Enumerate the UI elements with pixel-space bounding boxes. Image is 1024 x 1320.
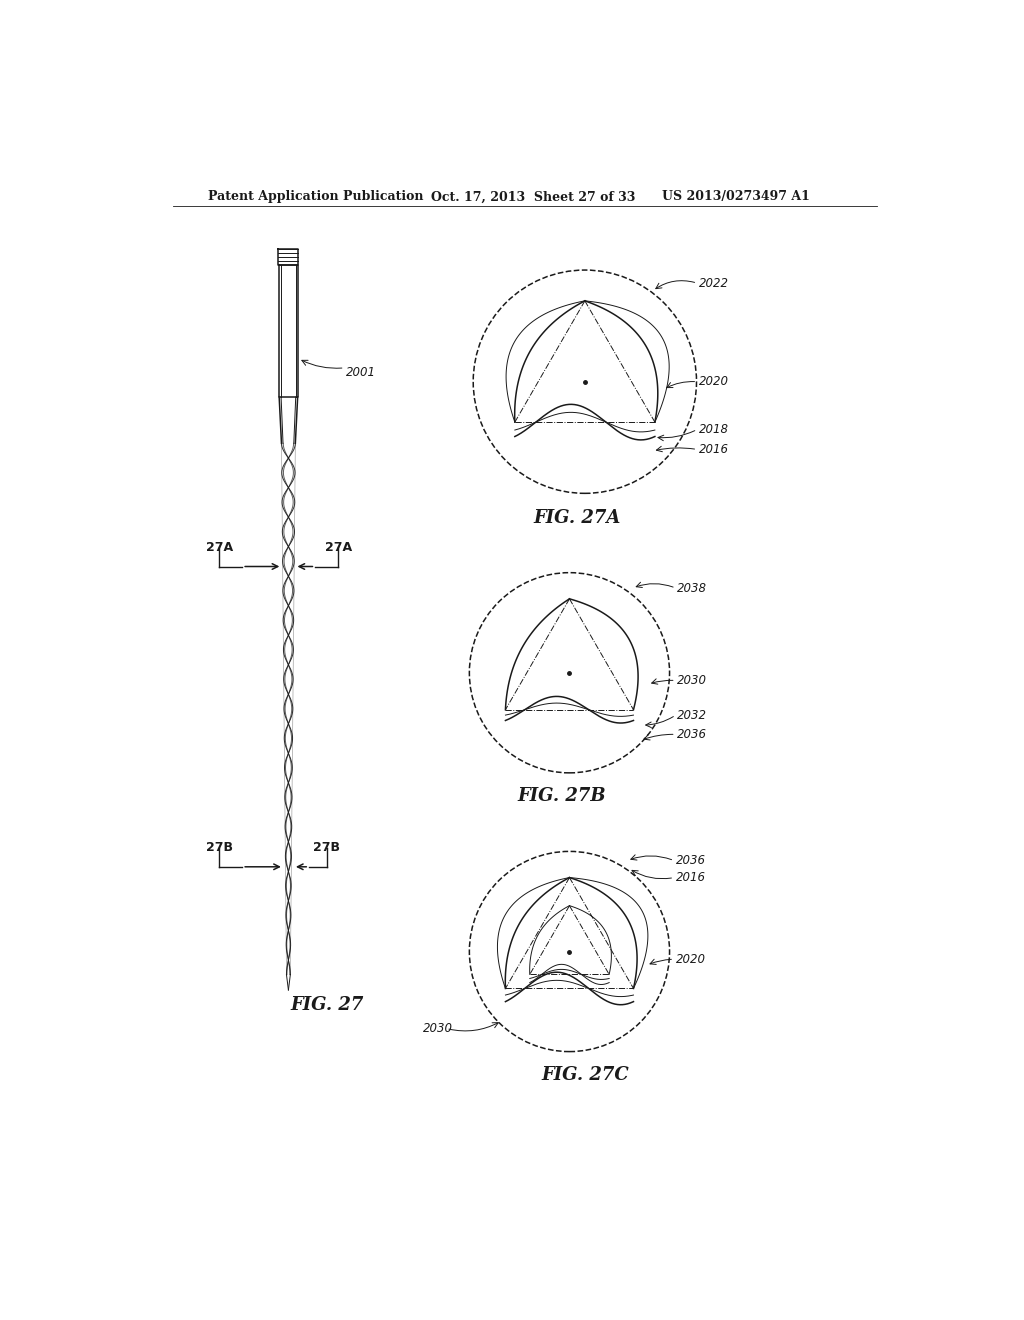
Text: Patent Application Publication: Patent Application Publication (208, 190, 423, 203)
Text: 2001: 2001 (346, 366, 376, 379)
Text: FIG. 27: FIG. 27 (290, 997, 364, 1014)
Text: 2030: 2030 (423, 1022, 454, 1035)
Text: 2030: 2030 (677, 675, 708, 686)
Text: 27A: 27A (325, 541, 352, 554)
Text: 2036: 2036 (676, 854, 706, 867)
Text: FIG. 27A: FIG. 27A (534, 510, 621, 527)
Text: 2016: 2016 (676, 871, 706, 884)
Text: US 2013/0273497 A1: US 2013/0273497 A1 (662, 190, 810, 203)
Text: 2036: 2036 (677, 727, 708, 741)
Text: 27B: 27B (206, 841, 232, 854)
Text: Oct. 17, 2013  Sheet 27 of 33: Oct. 17, 2013 Sheet 27 of 33 (431, 190, 635, 203)
Text: 2016: 2016 (698, 444, 729, 455)
Text: 27A: 27A (206, 541, 232, 554)
Text: 2018: 2018 (698, 422, 729, 436)
Text: 2038: 2038 (677, 582, 708, 594)
Text: FIG. 27C: FIG. 27C (541, 1065, 629, 1084)
Text: 2022: 2022 (698, 277, 729, 289)
Text: 2020: 2020 (676, 953, 706, 966)
Text: 27B: 27B (313, 841, 340, 854)
Text: FIG. 27B: FIG. 27B (517, 787, 606, 805)
Text: 2032: 2032 (677, 709, 708, 722)
Text: 2020: 2020 (698, 375, 729, 388)
